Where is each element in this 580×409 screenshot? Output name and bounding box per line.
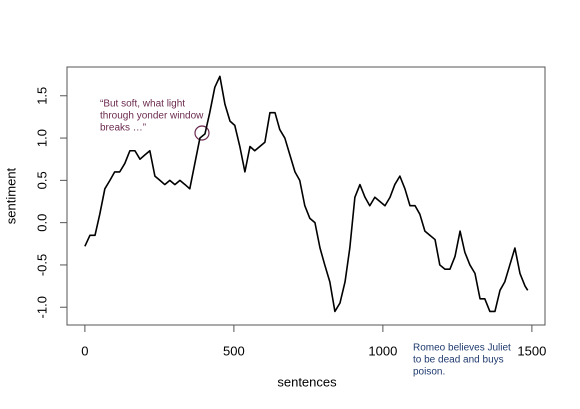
y-axis-label: sentiment — [3, 167, 18, 224]
y-tick-label: -0.5 — [34, 254, 49, 276]
annotation: breaks …” — [100, 123, 146, 134]
annotation: to be dead and buys — [413, 355, 504, 366]
y-tick-label: -1.0 — [34, 296, 49, 318]
annotation: Romeo believes Juliet — [413, 343, 511, 354]
plot-frame — [66, 66, 546, 326]
sentiment-line — [84, 75, 529, 313]
x-tick-label: 1000 — [368, 343, 397, 358]
x-tick-label: 1500 — [517, 343, 546, 358]
annotation: poison. — [413, 367, 445, 378]
y-tick-label: 1.5 — [34, 87, 49, 105]
highlight-circle — [194, 125, 210, 141]
x-tick-label: 500 — [223, 343, 245, 358]
y-tick-label: 0.0 — [34, 214, 49, 232]
annotation: “But soft, what light — [100, 99, 185, 110]
x-axis-label: sentences — [277, 374, 337, 389]
y-tick-label: 0.5 — [34, 171, 49, 189]
y-tick-label: 1.0 — [34, 129, 49, 147]
annotation: through yonder window — [100, 111, 204, 122]
x-tick-label: 0 — [81, 343, 88, 358]
